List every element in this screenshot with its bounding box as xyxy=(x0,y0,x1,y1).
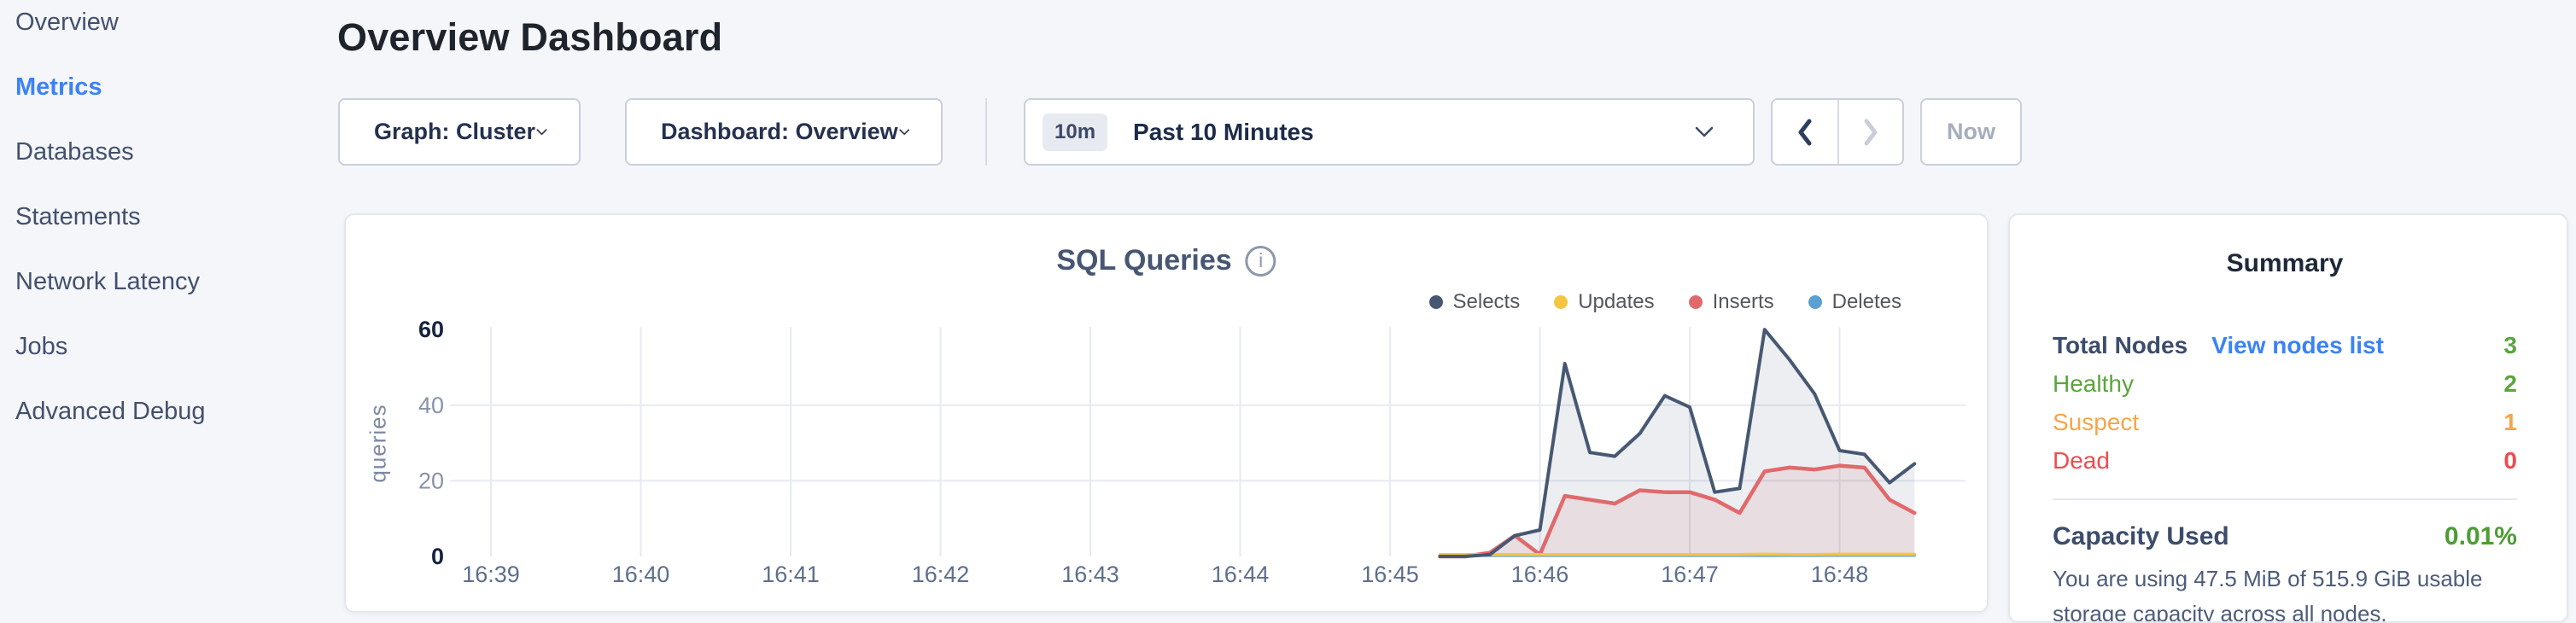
time-range-selector[interactable]: 10m Past 10 Minutes xyxy=(1024,98,1755,166)
sidebar-item-databases[interactable]: Databases xyxy=(15,137,134,166)
legend-item-updates: Updates xyxy=(1554,290,1655,314)
svg-text:16:46: 16:46 xyxy=(1511,562,1569,587)
svg-text:16:44: 16:44 xyxy=(1212,562,1270,587)
svg-text:40: 40 xyxy=(418,393,444,418)
dead-label: Dead xyxy=(2053,446,2110,474)
chevron-left-icon xyxy=(1798,119,1812,145)
sidebar-item-advanced-debug[interactable]: Advanced Debug xyxy=(15,397,206,425)
sidebar-item-metrics[interactable]: Metrics xyxy=(15,73,102,101)
dashboard-dropdown-label: Dashboard: Overview xyxy=(661,119,898,144)
summary-panel: Summary Total Nodes View nodes list 3 He… xyxy=(2008,213,2568,623)
graph-dropdown-label: Graph: Cluster xyxy=(374,119,536,144)
legend-item-deletes: Deletes xyxy=(1808,290,1901,314)
dead-nodes-row: Dead 0 xyxy=(2053,441,2517,480)
legend-item-selects: Selects xyxy=(1428,290,1521,314)
sql-queries-chart[interactable]: 16:39 16:40 16:41 16:42 16:43 16:44 16:45 16:46… xyxy=(346,215,1989,613)
updates-dot-icon xyxy=(1554,295,1568,309)
chart-title-row: SQL Queries i xyxy=(1056,244,1276,277)
next-time-window-button[interactable] xyxy=(1837,100,1902,164)
healthy-label: Healthy xyxy=(2053,370,2134,397)
summary-title: Summary xyxy=(2226,249,2344,277)
svg-text:16:39: 16:39 xyxy=(462,562,520,587)
legend-label: Selects xyxy=(1452,290,1521,313)
suspect-nodes-row: Suspect 1 xyxy=(2053,403,2517,441)
capacity-used-value: 0.01% xyxy=(2444,522,2517,550)
time-range-badge: 10m xyxy=(1043,113,1108,151)
inserts-dot-icon xyxy=(1688,295,1703,309)
svg-text:16:40: 16:40 xyxy=(612,562,670,587)
svg-text:16:47: 16:47 xyxy=(1661,562,1719,587)
now-button-label: Now xyxy=(1947,119,1995,144)
chart-legend: Selects Updates Inserts Deletes xyxy=(1428,290,1901,314)
svg-text:0: 0 xyxy=(431,544,444,569)
now-button[interactable]: Now xyxy=(1920,98,2022,166)
legend-label: Deletes xyxy=(1831,290,1901,313)
chevron-down-icon xyxy=(898,128,909,135)
view-nodes-list-link[interactable]: View nodes list xyxy=(2211,331,2384,358)
sidebar-nav: Overview Metrics Databases Statements Ne… xyxy=(15,0,206,444)
node-status-rows: Total Nodes View nodes list 3 Healthy 2 … xyxy=(2053,326,2517,480)
selects-dot-icon xyxy=(1428,295,1443,309)
capacity-used-label: Capacity Used xyxy=(2053,522,2229,550)
summary-divider xyxy=(2053,498,2517,500)
svg-text:16:45: 16:45 xyxy=(1361,562,1419,587)
page-title: Overview Dashboard xyxy=(337,15,723,59)
controls-divider xyxy=(985,98,987,166)
graph-dropdown[interactable]: Graph: Cluster xyxy=(338,98,581,166)
healthy-nodes-row: Healthy 2 xyxy=(2053,364,2517,403)
sidebar-item-jobs[interactable]: Jobs xyxy=(15,332,68,360)
total-nodes-row: Total Nodes View nodes list 3 xyxy=(2053,326,2517,364)
legend-item-inserts: Inserts xyxy=(1688,290,1774,314)
suspect-value: 1 xyxy=(2503,408,2517,435)
svg-text:16:41: 16:41 xyxy=(762,562,820,587)
suspect-label: Suspect xyxy=(2053,408,2140,435)
info-icon[interactable]: i xyxy=(1245,245,1276,277)
chevron-right-icon xyxy=(1864,119,1878,145)
sidebar: Overview Metrics Databases Statements Ne… xyxy=(0,0,337,623)
svg-text:60: 60 xyxy=(418,317,444,342)
chevron-down-icon xyxy=(536,128,547,135)
sidebar-item-statements[interactable]: Statements xyxy=(15,202,141,230)
sidebar-item-network-latency[interactable]: Network Latency xyxy=(15,267,200,295)
legend-label: Updates xyxy=(1578,290,1655,313)
time-range-label: Past 10 Minutes xyxy=(1133,118,1314,145)
deletes-dot-icon xyxy=(1808,295,1822,309)
svg-text:16:43: 16:43 xyxy=(1061,562,1119,587)
time-step-buttons xyxy=(1771,98,1904,166)
previous-time-window-button[interactable] xyxy=(1773,100,1837,164)
capacity-description: You are using 47.5 MiB of 515.9 GiB usab… xyxy=(2053,566,2483,623)
dead-value: 0 xyxy=(2503,446,2517,474)
dashboard-dropdown[interactable]: Dashboard: Overview xyxy=(625,98,943,166)
sidebar-item-overview[interactable]: Overview xyxy=(15,8,119,36)
legend-label: Inserts xyxy=(1712,290,1774,313)
total-nodes-label: Total Nodes xyxy=(2053,331,2188,358)
chevron-down-icon xyxy=(1695,126,1714,137)
svg-text:20: 20 xyxy=(418,468,444,493)
capacity-used-row: Capacity Used 0.01% xyxy=(2053,522,2517,551)
svg-text:16:48: 16:48 xyxy=(1811,562,1869,587)
svg-text:16:42: 16:42 xyxy=(912,562,970,587)
chart-title: SQL Queries xyxy=(1056,244,1232,277)
sql-queries-chart-card: SQL Queries i Selects Updates Inserts De… xyxy=(344,213,1989,613)
total-nodes-value: 3 xyxy=(2503,331,2517,358)
healthy-value: 2 xyxy=(2503,370,2517,397)
